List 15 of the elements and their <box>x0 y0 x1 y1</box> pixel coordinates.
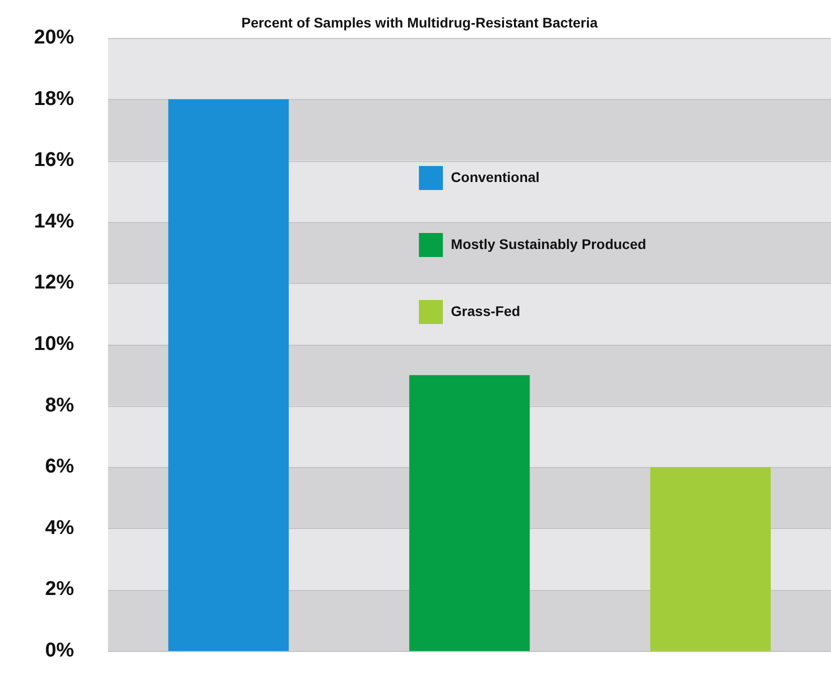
y-tick-label: 0% <box>45 640 74 662</box>
y-tick-label: 8% <box>45 394 74 416</box>
legend-label: Conventional <box>450 168 540 185</box>
y-tick-label: 2% <box>45 578 74 600</box>
y-tick-label: 4% <box>45 516 74 539</box>
y-tick-label: 12% <box>34 272 74 294</box>
y-tick-label: 18% <box>34 88 74 110</box>
y-tick-label: 16% <box>34 149 74 172</box>
y-tick-label: 14% <box>34 210 74 232</box>
chart-title: Percent of Samples with Multidrug-Resistant Bacteria <box>241 14 598 30</box>
y-tick-label: 20% <box>34 26 74 49</box>
y-tick-label: 10% <box>34 333 74 356</box>
legend-label: Mostly Sustainably Produced <box>450 236 646 252</box>
y-tick-label: 6% <box>45 456 74 478</box>
legend-label: Grass-Fed <box>450 302 520 319</box>
